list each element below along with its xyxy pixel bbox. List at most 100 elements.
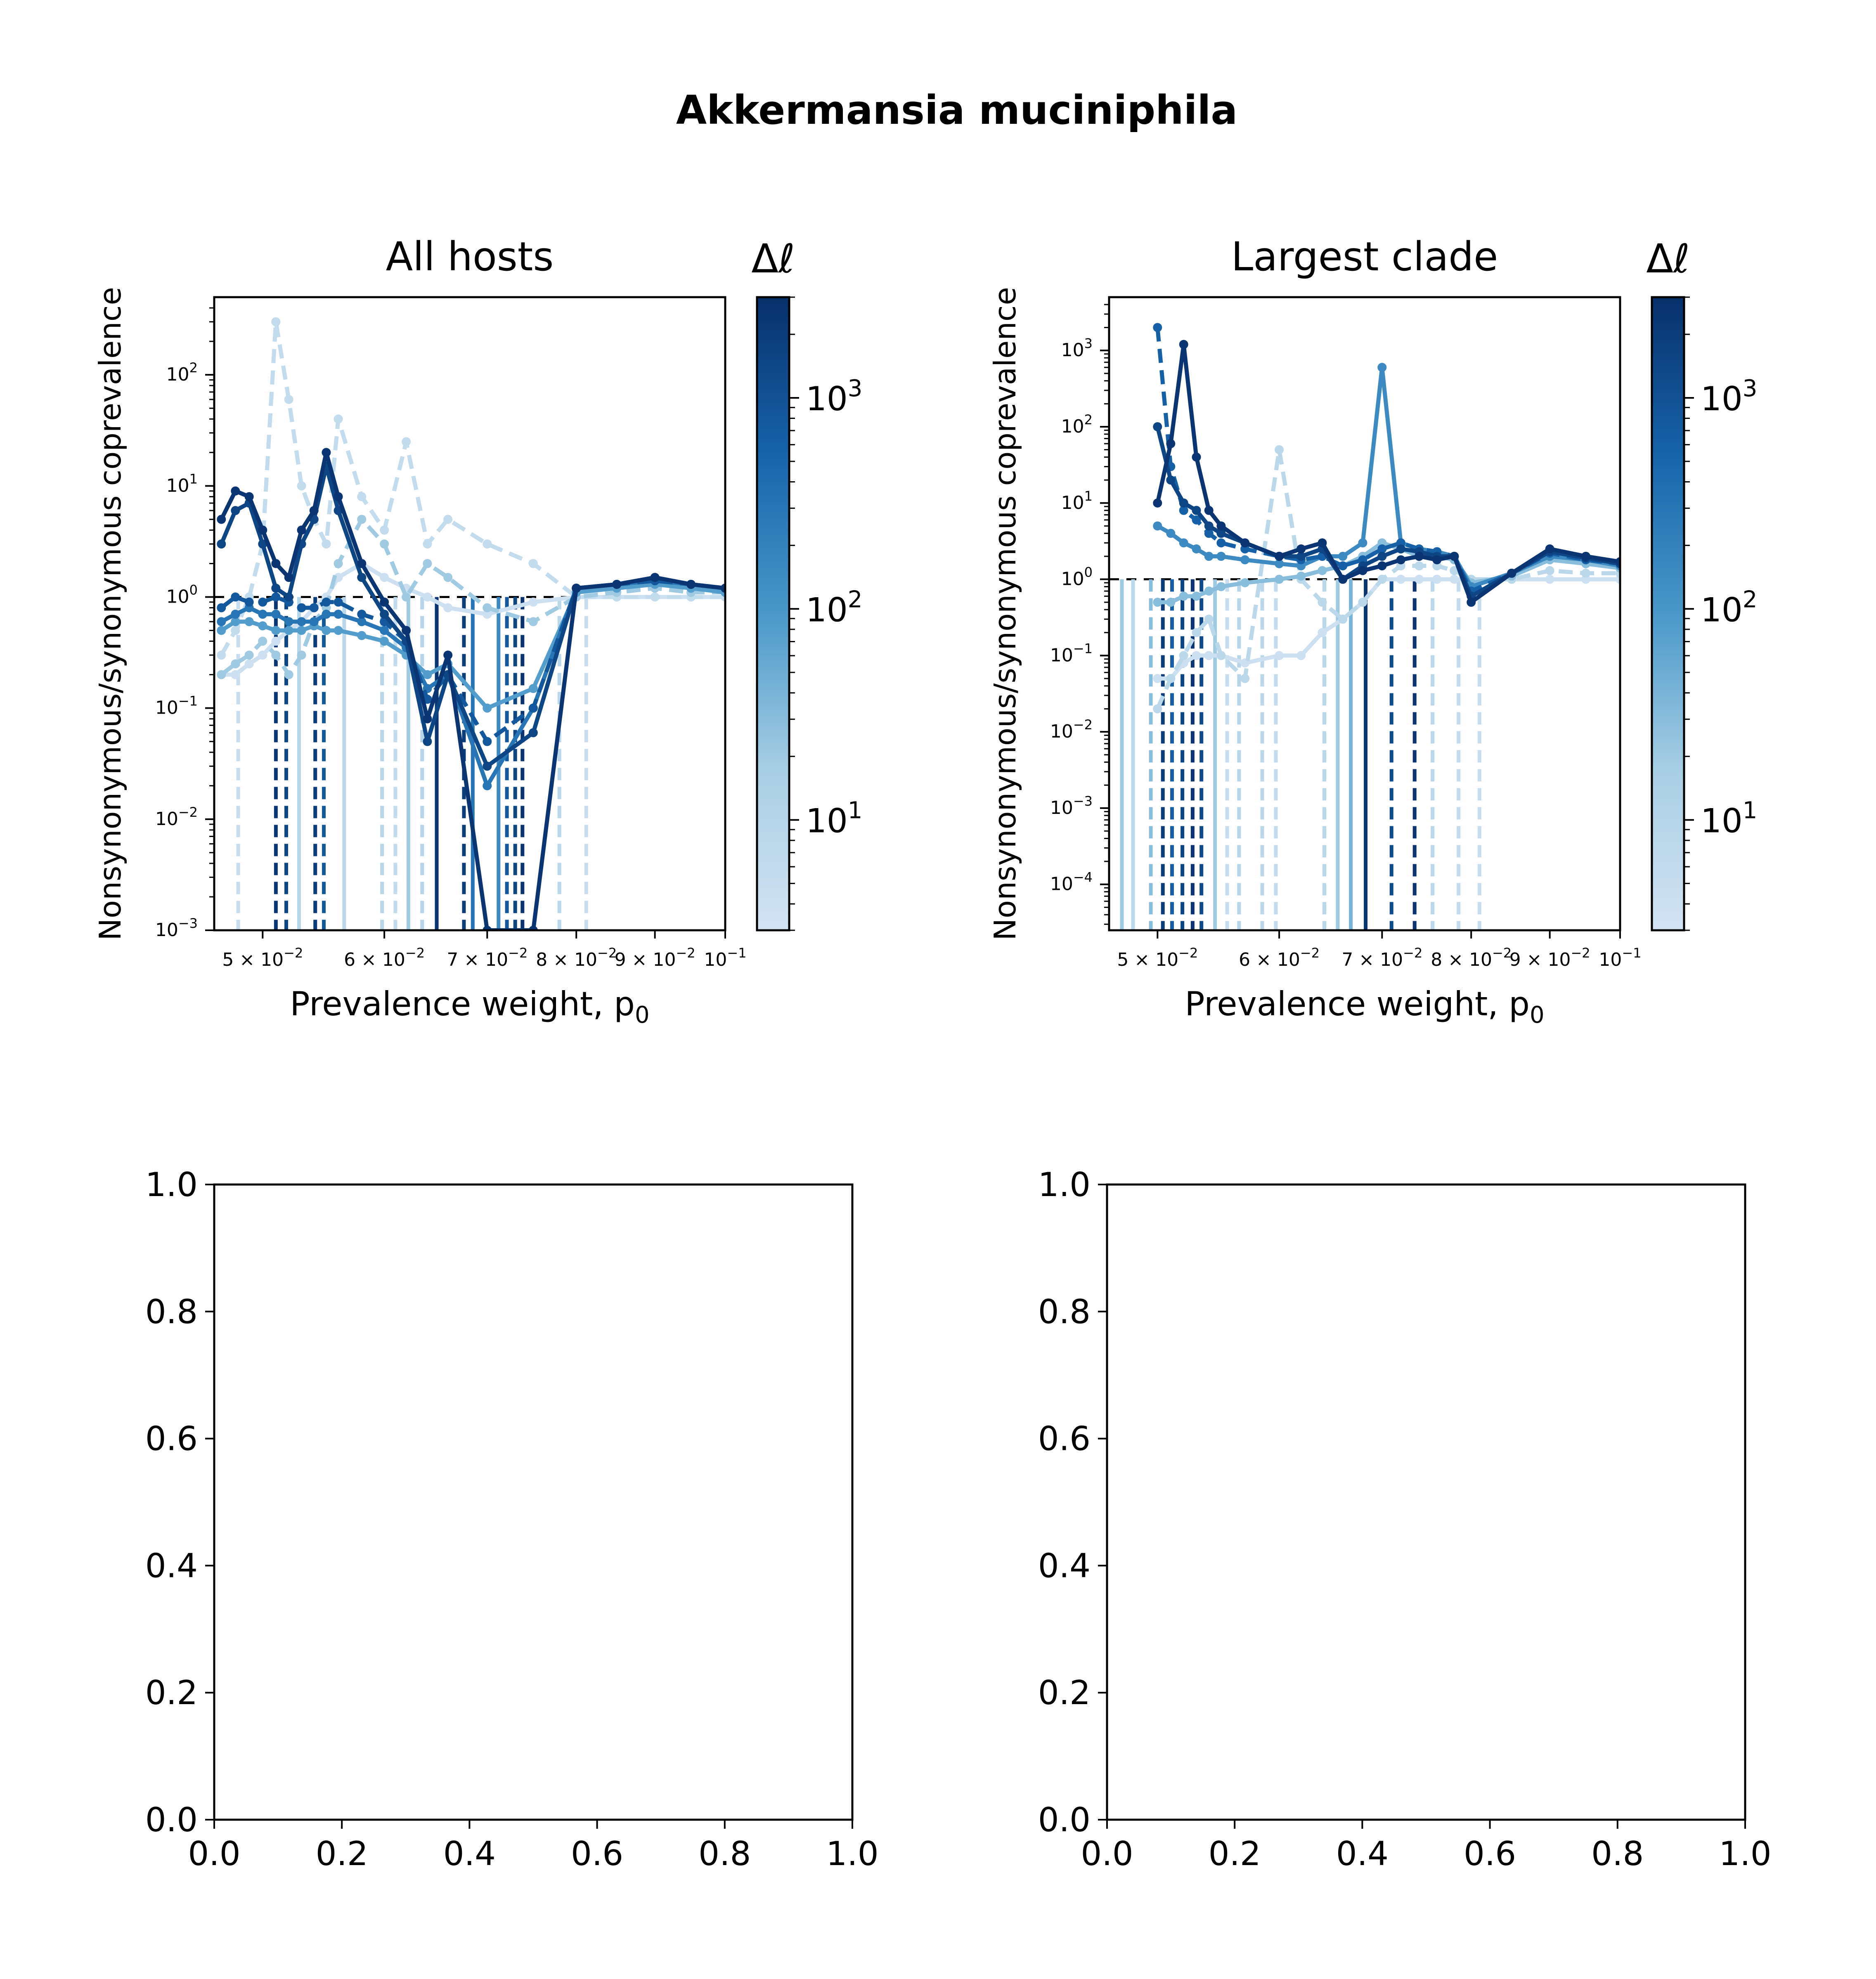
data-point: [443, 573, 453, 582]
data-point: [1338, 575, 1348, 584]
data-point: [357, 492, 367, 501]
x-tick-label: 0.2: [316, 1835, 368, 1873]
x-axis-ticks: 0.0 0.2 0.4 0.6 0.8 1.0: [188, 1820, 879, 1873]
data-point: [443, 515, 453, 524]
data-point: [1415, 561, 1424, 571]
data-point: [1153, 521, 1162, 531]
data-point: [258, 525, 267, 535]
data-point: [217, 515, 226, 524]
data-point: [231, 592, 240, 602]
series-line-1: [219, 319, 725, 656]
x-tick-label: 7 × 10−2: [447, 945, 528, 970]
data-point: [334, 559, 343, 568]
data-point: [357, 610, 367, 619]
data-point: [1545, 566, 1554, 575]
data-point: [322, 448, 331, 457]
data-point: [1179, 498, 1188, 508]
data-point: [231, 506, 240, 515]
data-point: [1179, 340, 1188, 349]
data-point: [1192, 544, 1201, 554]
y-tick-label: 10−3: [1050, 793, 1093, 818]
data-point: [1275, 559, 1284, 568]
series-line-5: [1155, 426, 1620, 598]
data-point: [1581, 568, 1591, 578]
data-point: [1318, 566, 1327, 575]
data-point: [423, 737, 432, 746]
y-tick-label: 103: [1061, 336, 1093, 361]
data-point: [231, 670, 240, 679]
data-point: [1415, 575, 1424, 584]
data-point: [1192, 651, 1201, 660]
y-axis-ticks: 10−4 10−3 10−2 10−1 100 101 102 103: [1050, 304, 1109, 925]
data-point: [1318, 538, 1327, 548]
data-point: [1396, 544, 1405, 554]
data-point: [258, 650, 267, 660]
data-point: [1204, 586, 1214, 596]
data-point: [1377, 544, 1387, 554]
data-point: [244, 650, 254, 660]
data-point: [1275, 445, 1284, 454]
data-point: [231, 610, 240, 619]
x-tick-label: 0.4: [1336, 1835, 1389, 1873]
colorbar-label: Δℓ: [1646, 236, 1689, 282]
colorbar-tick-label: 101: [1701, 797, 1757, 840]
data-point: [1179, 651, 1188, 660]
data-point: [357, 515, 367, 524]
data-point: [1153, 422, 1162, 431]
data-point: [231, 486, 240, 496]
series-line-3: [220, 582, 725, 710]
data-point: [528, 703, 538, 713]
colorbar-largest-clade: Δℓ 101 102 103: [1646, 236, 1757, 932]
y-tick-label: 0.4: [145, 1546, 198, 1585]
data-point: [483, 737, 492, 746]
y-tick-label: 0.0: [1038, 1801, 1091, 1839]
x-tick-label: 8 × 10−2: [536, 945, 617, 970]
y-tick-label: 10−3: [155, 915, 198, 941]
axes-frame: [213, 1183, 854, 1821]
data-point: [1179, 506, 1188, 515]
data-point: [1616, 557, 1620, 566]
y-tick-label: 102: [1061, 412, 1093, 437]
x-tick-label: 6 × 10−2: [344, 945, 425, 970]
data-point: [1358, 538, 1367, 548]
data-point: [217, 626, 226, 635]
data-point: [231, 617, 240, 627]
y-tick-label: 10−2: [155, 804, 198, 830]
data-point: [297, 617, 306, 627]
data-point: [1450, 575, 1459, 584]
data-point: [380, 539, 389, 549]
data-point: [1318, 628, 1327, 637]
data-point: [1204, 615, 1214, 624]
data-point: [528, 617, 538, 627]
data-point: [380, 626, 389, 635]
data-point: [334, 610, 343, 619]
y-axis-ticks: 0.0 0.2 0.4 0.6 0.8 1.0: [1038, 1166, 1107, 1839]
data-point: [1338, 551, 1348, 561]
data-point: [1179, 538, 1188, 548]
data-point: [1153, 674, 1162, 683]
data-point: [1153, 498, 1162, 508]
data-point: [380, 597, 389, 607]
data-point: [528, 559, 538, 568]
x-axis-ticks: 0.0 0.2 0.4 0.6 0.8 1.0: [1081, 1820, 1772, 1873]
data-point: [423, 559, 432, 568]
data-point: [1216, 538, 1226, 548]
x-tick-label: 0.2: [1209, 1835, 1261, 1873]
data-point: [1204, 551, 1214, 561]
data-point: [1296, 571, 1306, 581]
data-point: [1296, 544, 1306, 554]
y-tick-label: 101: [1061, 488, 1093, 513]
data-point: [1338, 561, 1348, 571]
data-point: [1415, 551, 1424, 561]
data-point: [1338, 615, 1348, 624]
data-point: [1166, 529, 1176, 538]
data-point: [258, 539, 267, 549]
data-point: [217, 617, 226, 627]
x-axis-label: Prevalence weight, p0: [290, 985, 649, 1029]
data-point: [271, 610, 281, 619]
data-point: [1240, 674, 1250, 683]
colorbar-tick-label: 103: [806, 375, 862, 418]
data-point: [686, 579, 696, 589]
data-point: [1507, 568, 1516, 578]
